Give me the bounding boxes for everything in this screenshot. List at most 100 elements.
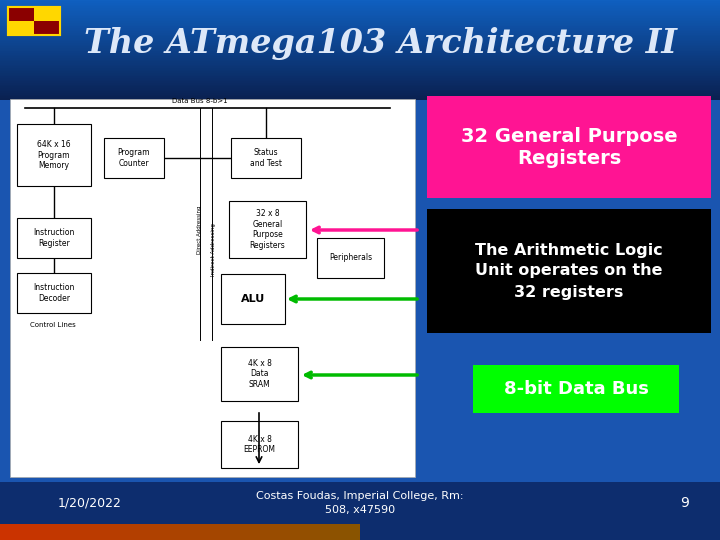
Bar — [10, 99, 415, 477]
Bar — [0, 48, 720, 50]
Text: Costas Foudas, Imperial College, Rm:
508, x47590: Costas Foudas, Imperial College, Rm: 508… — [256, 491, 464, 515]
Bar — [0, 79, 720, 82]
Bar — [20, 524, 30, 540]
Bar — [50, 524, 60, 540]
Bar — [100, 524, 110, 540]
Bar — [0, 91, 720, 93]
Text: ALU: ALU — [241, 294, 265, 304]
Bar — [160, 524, 170, 540]
Text: Indirect Addressing: Indirect Addressing — [212, 224, 217, 276]
Bar — [0, 4, 720, 6]
Bar — [8, 7, 60, 35]
Text: The ATmega103 Architecture II: The ATmega103 Architecture II — [84, 26, 677, 59]
Text: 4K x 8
Data
SRAM: 4K x 8 Data SRAM — [248, 359, 271, 389]
Bar — [0, 33, 720, 35]
Bar — [0, 94, 720, 97]
Text: 1/20/2022: 1/20/2022 — [58, 496, 122, 510]
Bar — [0, 46, 720, 49]
FancyBboxPatch shape — [17, 218, 91, 258]
Bar — [0, 83, 720, 85]
Bar — [0, 0, 720, 2]
FancyBboxPatch shape — [104, 138, 164, 178]
Bar — [240, 524, 250, 540]
Bar — [0, 86, 720, 89]
Bar — [0, 26, 720, 28]
Bar — [70, 524, 80, 540]
Bar — [0, 18, 720, 20]
Bar — [0, 53, 720, 55]
Bar — [0, 76, 720, 78]
Bar — [0, 51, 720, 53]
Bar — [300, 524, 310, 540]
Bar — [0, 15, 720, 17]
Bar — [190, 524, 200, 540]
Bar — [0, 44, 720, 46]
Text: Status
and Test: Status and Test — [250, 148, 282, 168]
FancyBboxPatch shape — [221, 347, 298, 401]
Bar — [8, 7, 34, 21]
Bar — [34, 21, 60, 35]
Bar — [0, 19, 720, 22]
Bar — [8, 7, 60, 35]
Bar — [0, 68, 720, 70]
Bar — [0, 28, 720, 30]
Bar — [40, 524, 50, 540]
Text: Control Lines: Control Lines — [30, 322, 76, 328]
Text: The Arithmetic Logic
Unit operates on the
32 registers: The Arithmetic Logic Unit operates on th… — [475, 242, 663, 300]
Bar — [34, 7, 60, 21]
Bar — [10, 524, 20, 540]
Bar — [0, 88, 720, 90]
Bar — [310, 524, 320, 540]
Text: Instruction
Decoder: Instruction Decoder — [33, 284, 75, 303]
Bar — [0, 3, 720, 5]
Bar — [0, 524, 10, 540]
Text: Program
Counter: Program Counter — [118, 148, 150, 168]
FancyBboxPatch shape — [221, 421, 298, 468]
Bar — [0, 482, 720, 540]
Text: 64K x 16
Program
Memory: 64K x 16 Program Memory — [37, 140, 71, 170]
Bar — [0, 35, 720, 37]
Bar — [0, 56, 720, 58]
Bar — [0, 73, 720, 75]
FancyBboxPatch shape — [17, 273, 91, 313]
Text: Instruction
Register: Instruction Register — [33, 228, 75, 248]
Bar — [90, 524, 100, 540]
Bar — [0, 84, 720, 86]
Bar — [0, 75, 720, 77]
FancyBboxPatch shape — [427, 209, 711, 333]
Bar — [230, 524, 240, 540]
Bar — [0, 59, 720, 62]
Bar — [0, 50, 720, 52]
Bar — [110, 524, 120, 540]
Bar — [200, 524, 210, 540]
Bar — [0, 58, 720, 60]
Bar — [0, 81, 720, 83]
Bar — [120, 524, 130, 540]
Bar — [0, 64, 720, 66]
FancyBboxPatch shape — [317, 238, 384, 278]
FancyBboxPatch shape — [17, 124, 91, 186]
Bar — [0, 61, 720, 63]
FancyBboxPatch shape — [473, 365, 679, 413]
Text: 8-bit Data Bus: 8-bit Data Bus — [503, 380, 649, 398]
Bar — [0, 41, 720, 43]
Bar — [350, 524, 360, 540]
Bar — [250, 524, 260, 540]
FancyBboxPatch shape — [427, 96, 711, 198]
Bar — [270, 524, 280, 540]
Bar — [150, 524, 160, 540]
Text: Direct Addressing: Direct Addressing — [197, 206, 202, 254]
Bar — [260, 524, 270, 540]
Bar — [140, 524, 150, 540]
Bar — [340, 524, 350, 540]
Bar — [320, 524, 330, 540]
Bar — [0, 6, 720, 8]
FancyBboxPatch shape — [231, 138, 301, 178]
Bar — [210, 524, 220, 540]
Bar — [180, 524, 190, 540]
Bar — [80, 524, 90, 540]
Bar — [30, 524, 40, 540]
Bar — [130, 524, 140, 540]
Text: 32 x 8
General
Purpose
Registers: 32 x 8 General Purpose Registers — [250, 210, 285, 249]
Text: 32 General Purpose
Registers: 32 General Purpose Registers — [461, 126, 678, 167]
